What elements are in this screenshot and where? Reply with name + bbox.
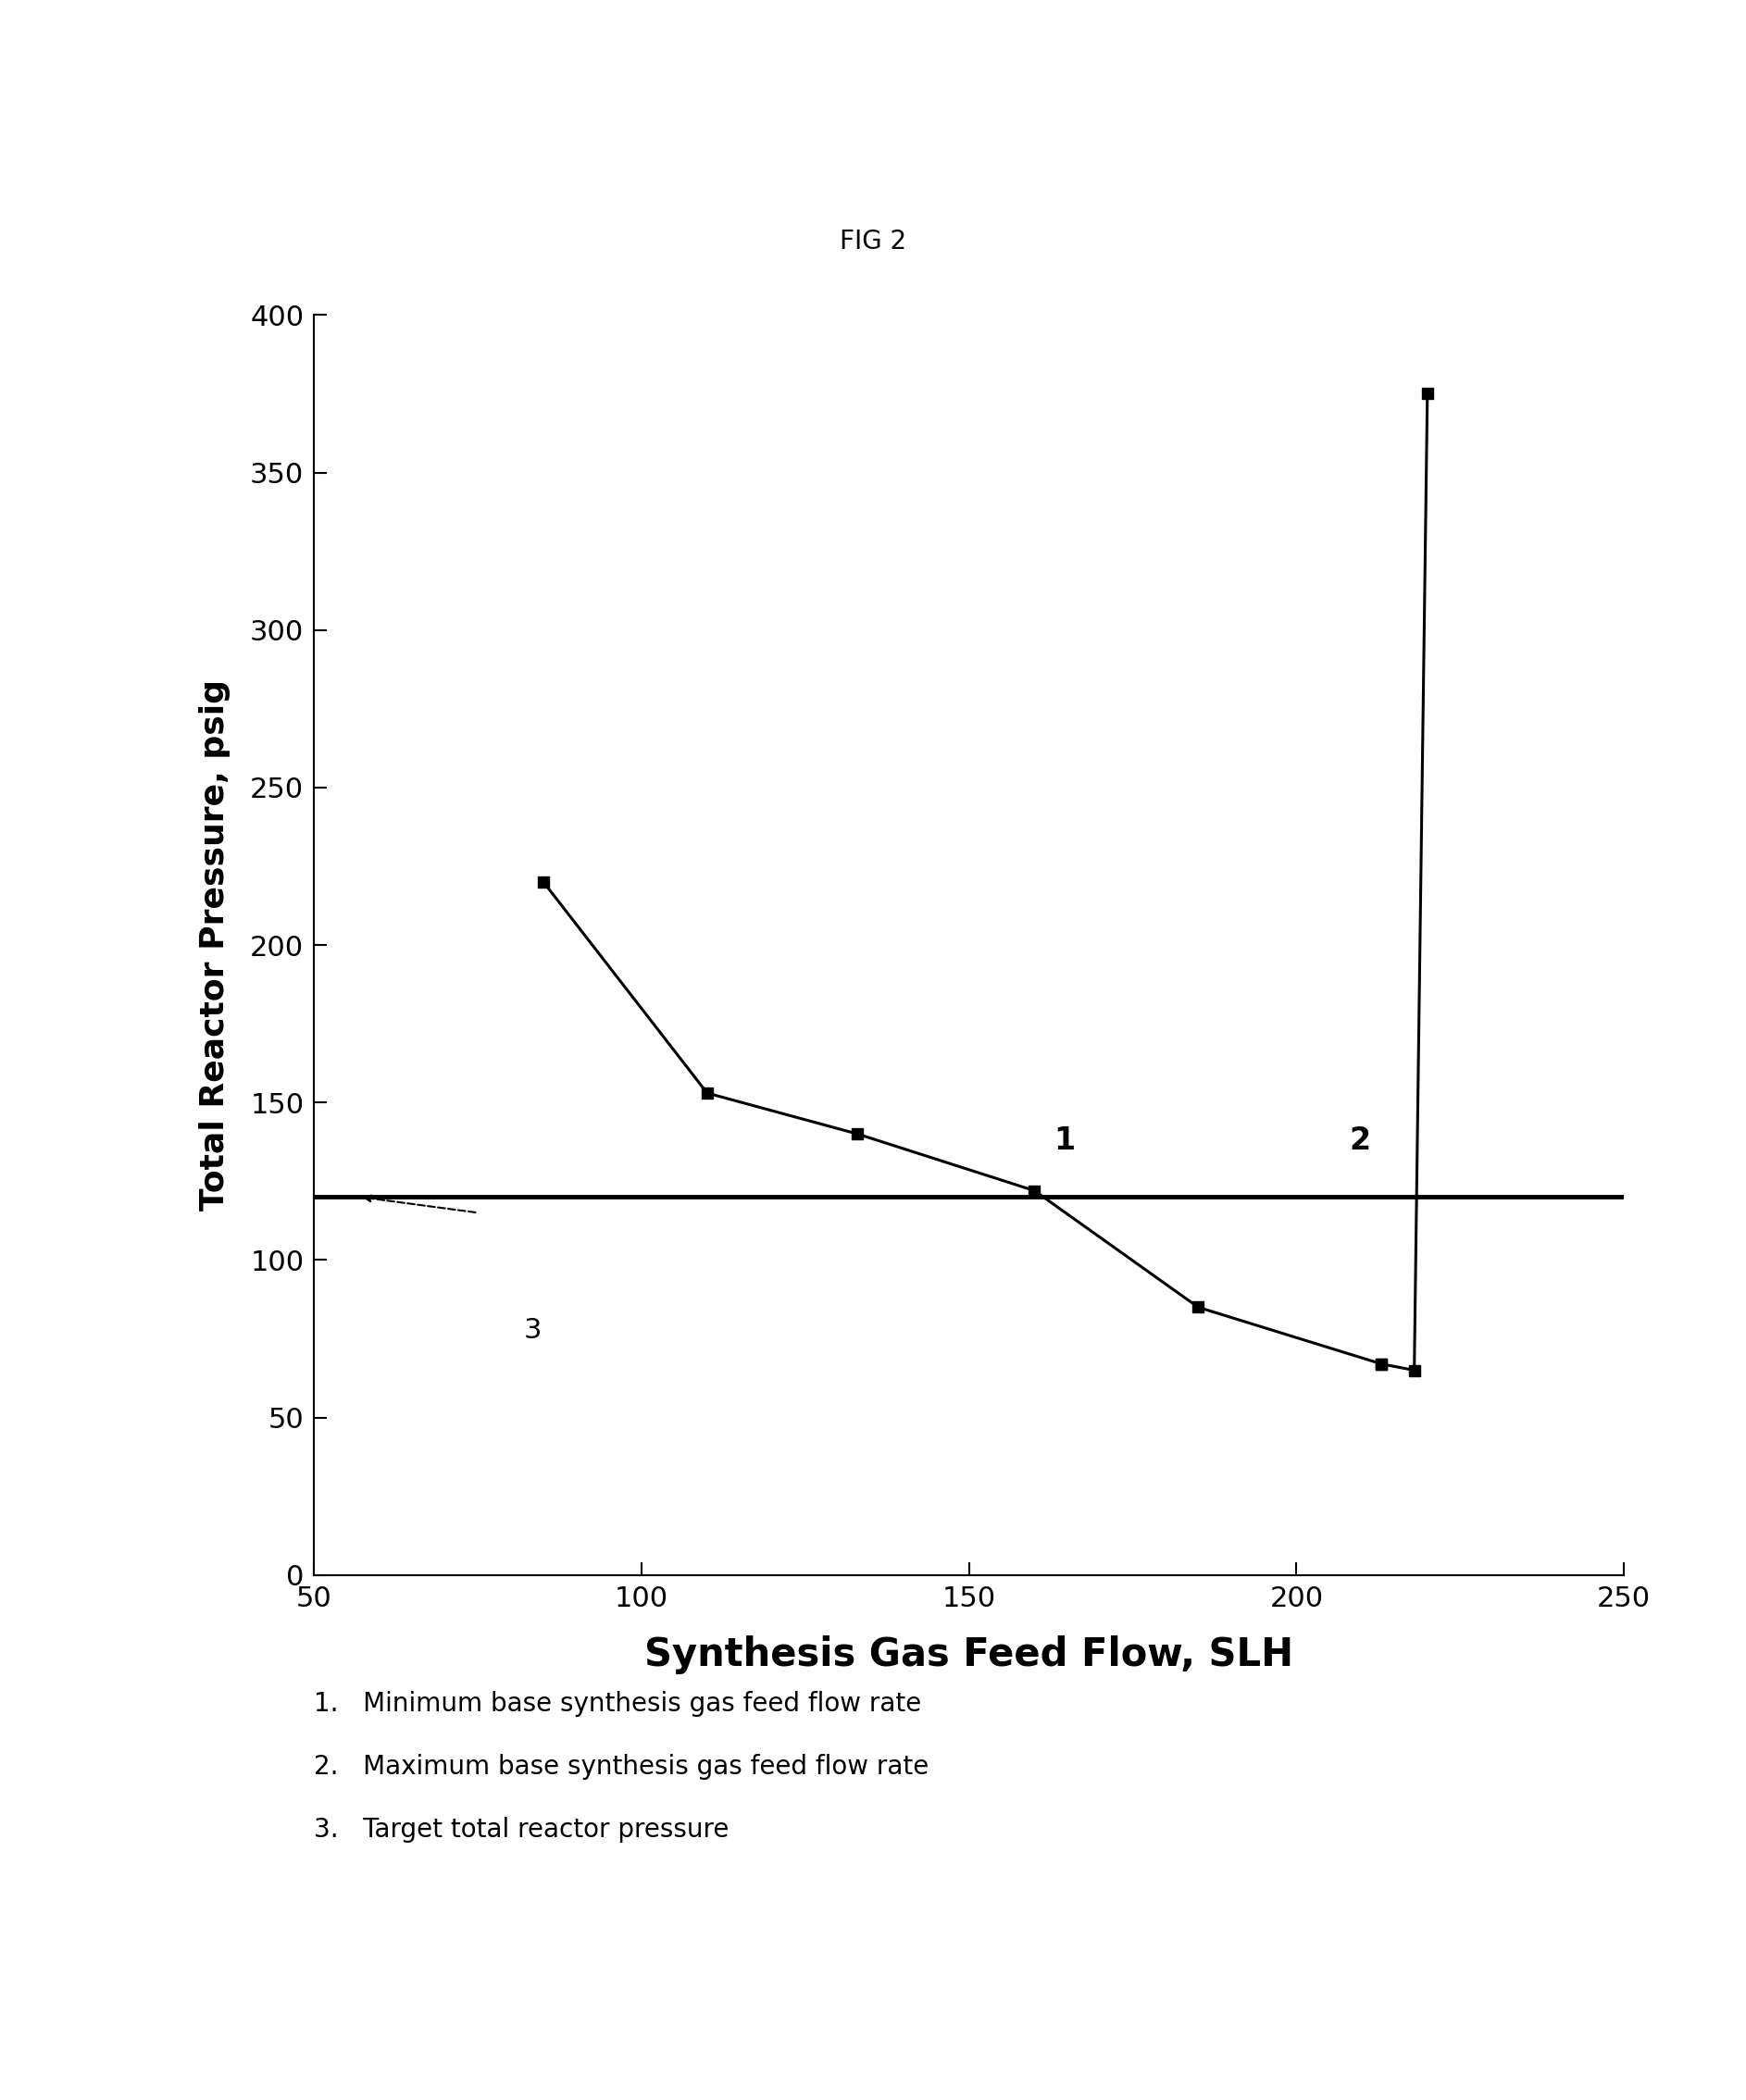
Text: 2: 2 bbox=[1348, 1126, 1371, 1155]
Text: 1: 1 bbox=[1055, 1126, 1076, 1155]
Text: 3: 3 bbox=[524, 1317, 541, 1344]
Y-axis label: Total Reactor Pressure, psig: Total Reactor Pressure, psig bbox=[199, 680, 230, 1210]
Text: FIG 2: FIG 2 bbox=[840, 229, 906, 254]
Text: 3.   Target total reactor pressure: 3. Target total reactor pressure bbox=[314, 1816, 730, 1842]
X-axis label: Synthesis Gas Feed Flow, SLH: Synthesis Gas Feed Flow, SLH bbox=[644, 1636, 1294, 1674]
Text: 1.   Minimum base synthesis gas feed flow rate: 1. Minimum base synthesis gas feed flow … bbox=[314, 1691, 922, 1716]
Text: 2.   Maximum base synthesis gas feed flow rate: 2. Maximum base synthesis gas feed flow … bbox=[314, 1754, 929, 1779]
